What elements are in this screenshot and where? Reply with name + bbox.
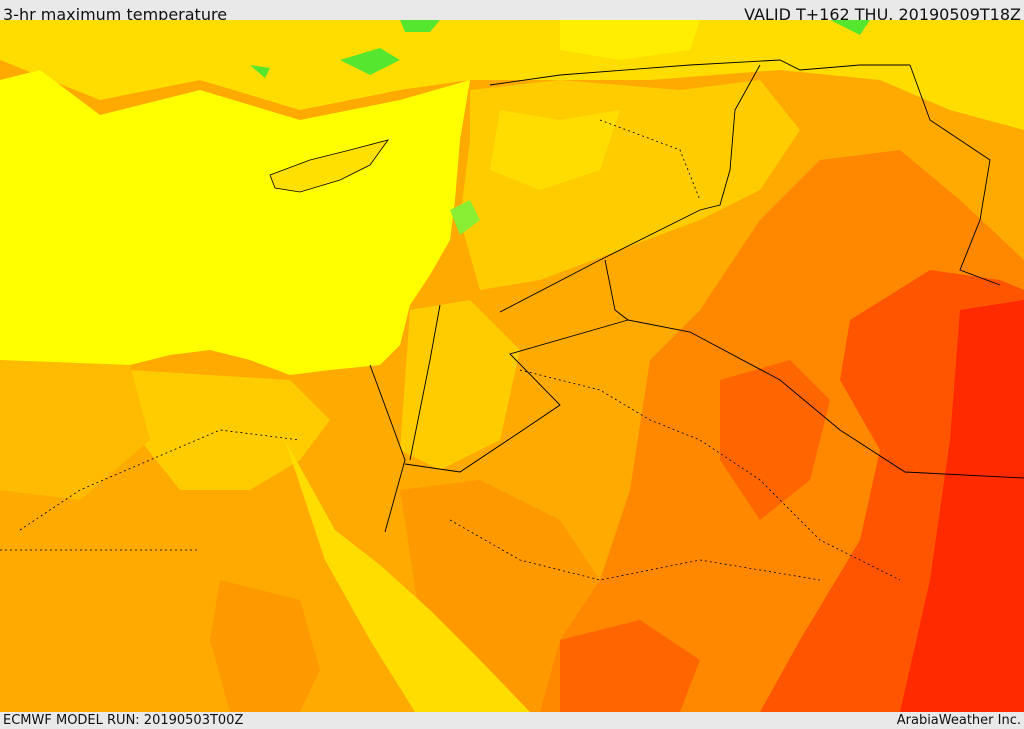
borders	[369, 59, 1024, 533]
field-light	[0, 20, 1024, 130]
valid-time: VALID T+162 THU. 20190509T18Z	[744, 5, 1021, 24]
province-lines	[0, 119, 901, 581]
field-hot	[560, 620, 700, 712]
field-warm	[210, 580, 320, 712]
border	[409, 304, 441, 461]
field-cool	[250, 65, 270, 78]
border	[489, 59, 910, 86]
field-hottest	[900, 300, 1024, 712]
field-light	[560, 20, 700, 60]
red-sea	[285, 440, 530, 712]
field-light	[490, 110, 620, 190]
title: 3-hr maximum temperature	[3, 5, 228, 24]
border	[404, 259, 629, 473]
model-run: ECMWF MODEL RUN: 20190503T00Z	[3, 713, 244, 728]
border	[449, 519, 821, 581]
border	[519, 369, 901, 581]
field-cool	[400, 20, 440, 32]
border	[909, 64, 1001, 286]
mediterranean	[0, 70, 470, 375]
credit: ArabiaWeather Inc.	[896, 713, 1021, 728]
border	[627, 319, 1024, 479]
field-cool	[830, 20, 870, 35]
footer: ECMWF MODEL RUN: 20190503T00Z ArabiaWeat…	[0, 712, 1024, 729]
border	[369, 364, 406, 533]
header: 3-hr maximum temperature VALID T+162 THU…	[0, 0, 1024, 24]
field-cool	[450, 200, 480, 235]
field-light	[400, 300, 520, 470]
border	[499, 64, 761, 313]
field-light	[130, 370, 330, 490]
temperature-map	[0, 20, 1024, 712]
border	[19, 429, 301, 531]
field-light	[0, 360, 150, 500]
field-hot	[720, 360, 830, 520]
border	[599, 119, 701, 201]
field-cool	[340, 48, 400, 75]
cyprus	[269, 139, 389, 193]
